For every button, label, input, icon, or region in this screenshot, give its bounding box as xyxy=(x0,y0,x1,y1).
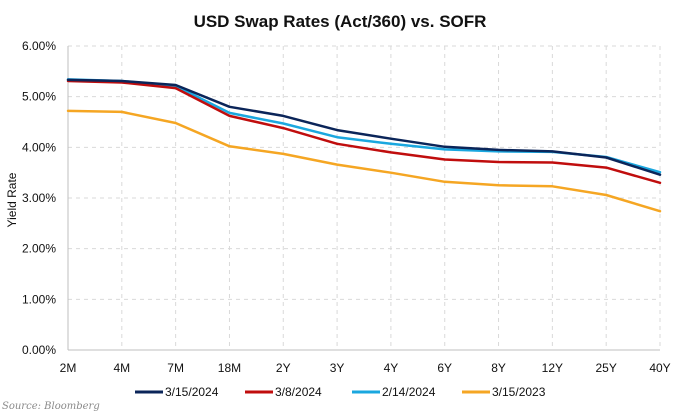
legend-label: 3/8/2024 xyxy=(275,385,322,399)
y-tick-label: 6.00% xyxy=(22,39,56,53)
x-tick-label: 3Y xyxy=(330,361,345,375)
x-tick-label: 18M xyxy=(218,361,241,375)
y-tick-label: 3.00% xyxy=(22,191,56,205)
series-line-2-14-2024 xyxy=(66,78,662,174)
series-lines xyxy=(66,78,662,213)
x-tick-label: 2Y xyxy=(276,361,291,375)
grid xyxy=(67,45,661,351)
source-note: Source: Bloomberg xyxy=(2,401,100,412)
x-tick-label: 8Y xyxy=(491,361,506,375)
series-line-3-15-2023 xyxy=(66,109,662,213)
y-axis-ticks: 0.00% 1.00% 2.00% 3.00% 4.00% 5.00% 6.00% xyxy=(22,39,56,357)
x-tick-label: 12Y xyxy=(542,361,563,375)
series-line-3-15-2024 xyxy=(66,78,662,176)
legend-label: 2/14/2024 xyxy=(382,385,436,399)
y-tick-label: 1.00% xyxy=(22,292,56,306)
x-tick-label: 40Y xyxy=(649,361,670,375)
y-tick-label: 5.00% xyxy=(22,90,56,104)
legend-label: 3/15/2023 xyxy=(492,385,546,399)
x-tick-label: 4M xyxy=(113,361,130,375)
x-axis-ticks: 2M 4M 7M 18M 2Y 3Y 4Y 6Y 8Y 12Y 25Y 40Y xyxy=(60,361,671,375)
x-tick-label: 7M xyxy=(167,361,184,375)
legend-label: 3/15/2024 xyxy=(165,385,219,399)
x-tick-label: 4Y xyxy=(384,361,399,375)
legend: 3/15/2024 3/8/2024 2/14/2024 3/15/2023 xyxy=(135,385,546,399)
x-tick-label: 2M xyxy=(60,361,77,375)
chart-title: USD Swap Rates (Act/360) vs. SOFR xyxy=(194,12,487,31)
x-tick-label: 6Y xyxy=(437,361,452,375)
y-axis-label: Yield Rate xyxy=(5,172,19,227)
y-tick-label: 4.00% xyxy=(22,140,56,154)
y-tick-label: 2.00% xyxy=(22,242,56,256)
y-tick-label: 0.00% xyxy=(22,343,56,357)
series-line-3-8-2024 xyxy=(66,79,662,185)
x-tick-label: 25Y xyxy=(596,361,617,375)
